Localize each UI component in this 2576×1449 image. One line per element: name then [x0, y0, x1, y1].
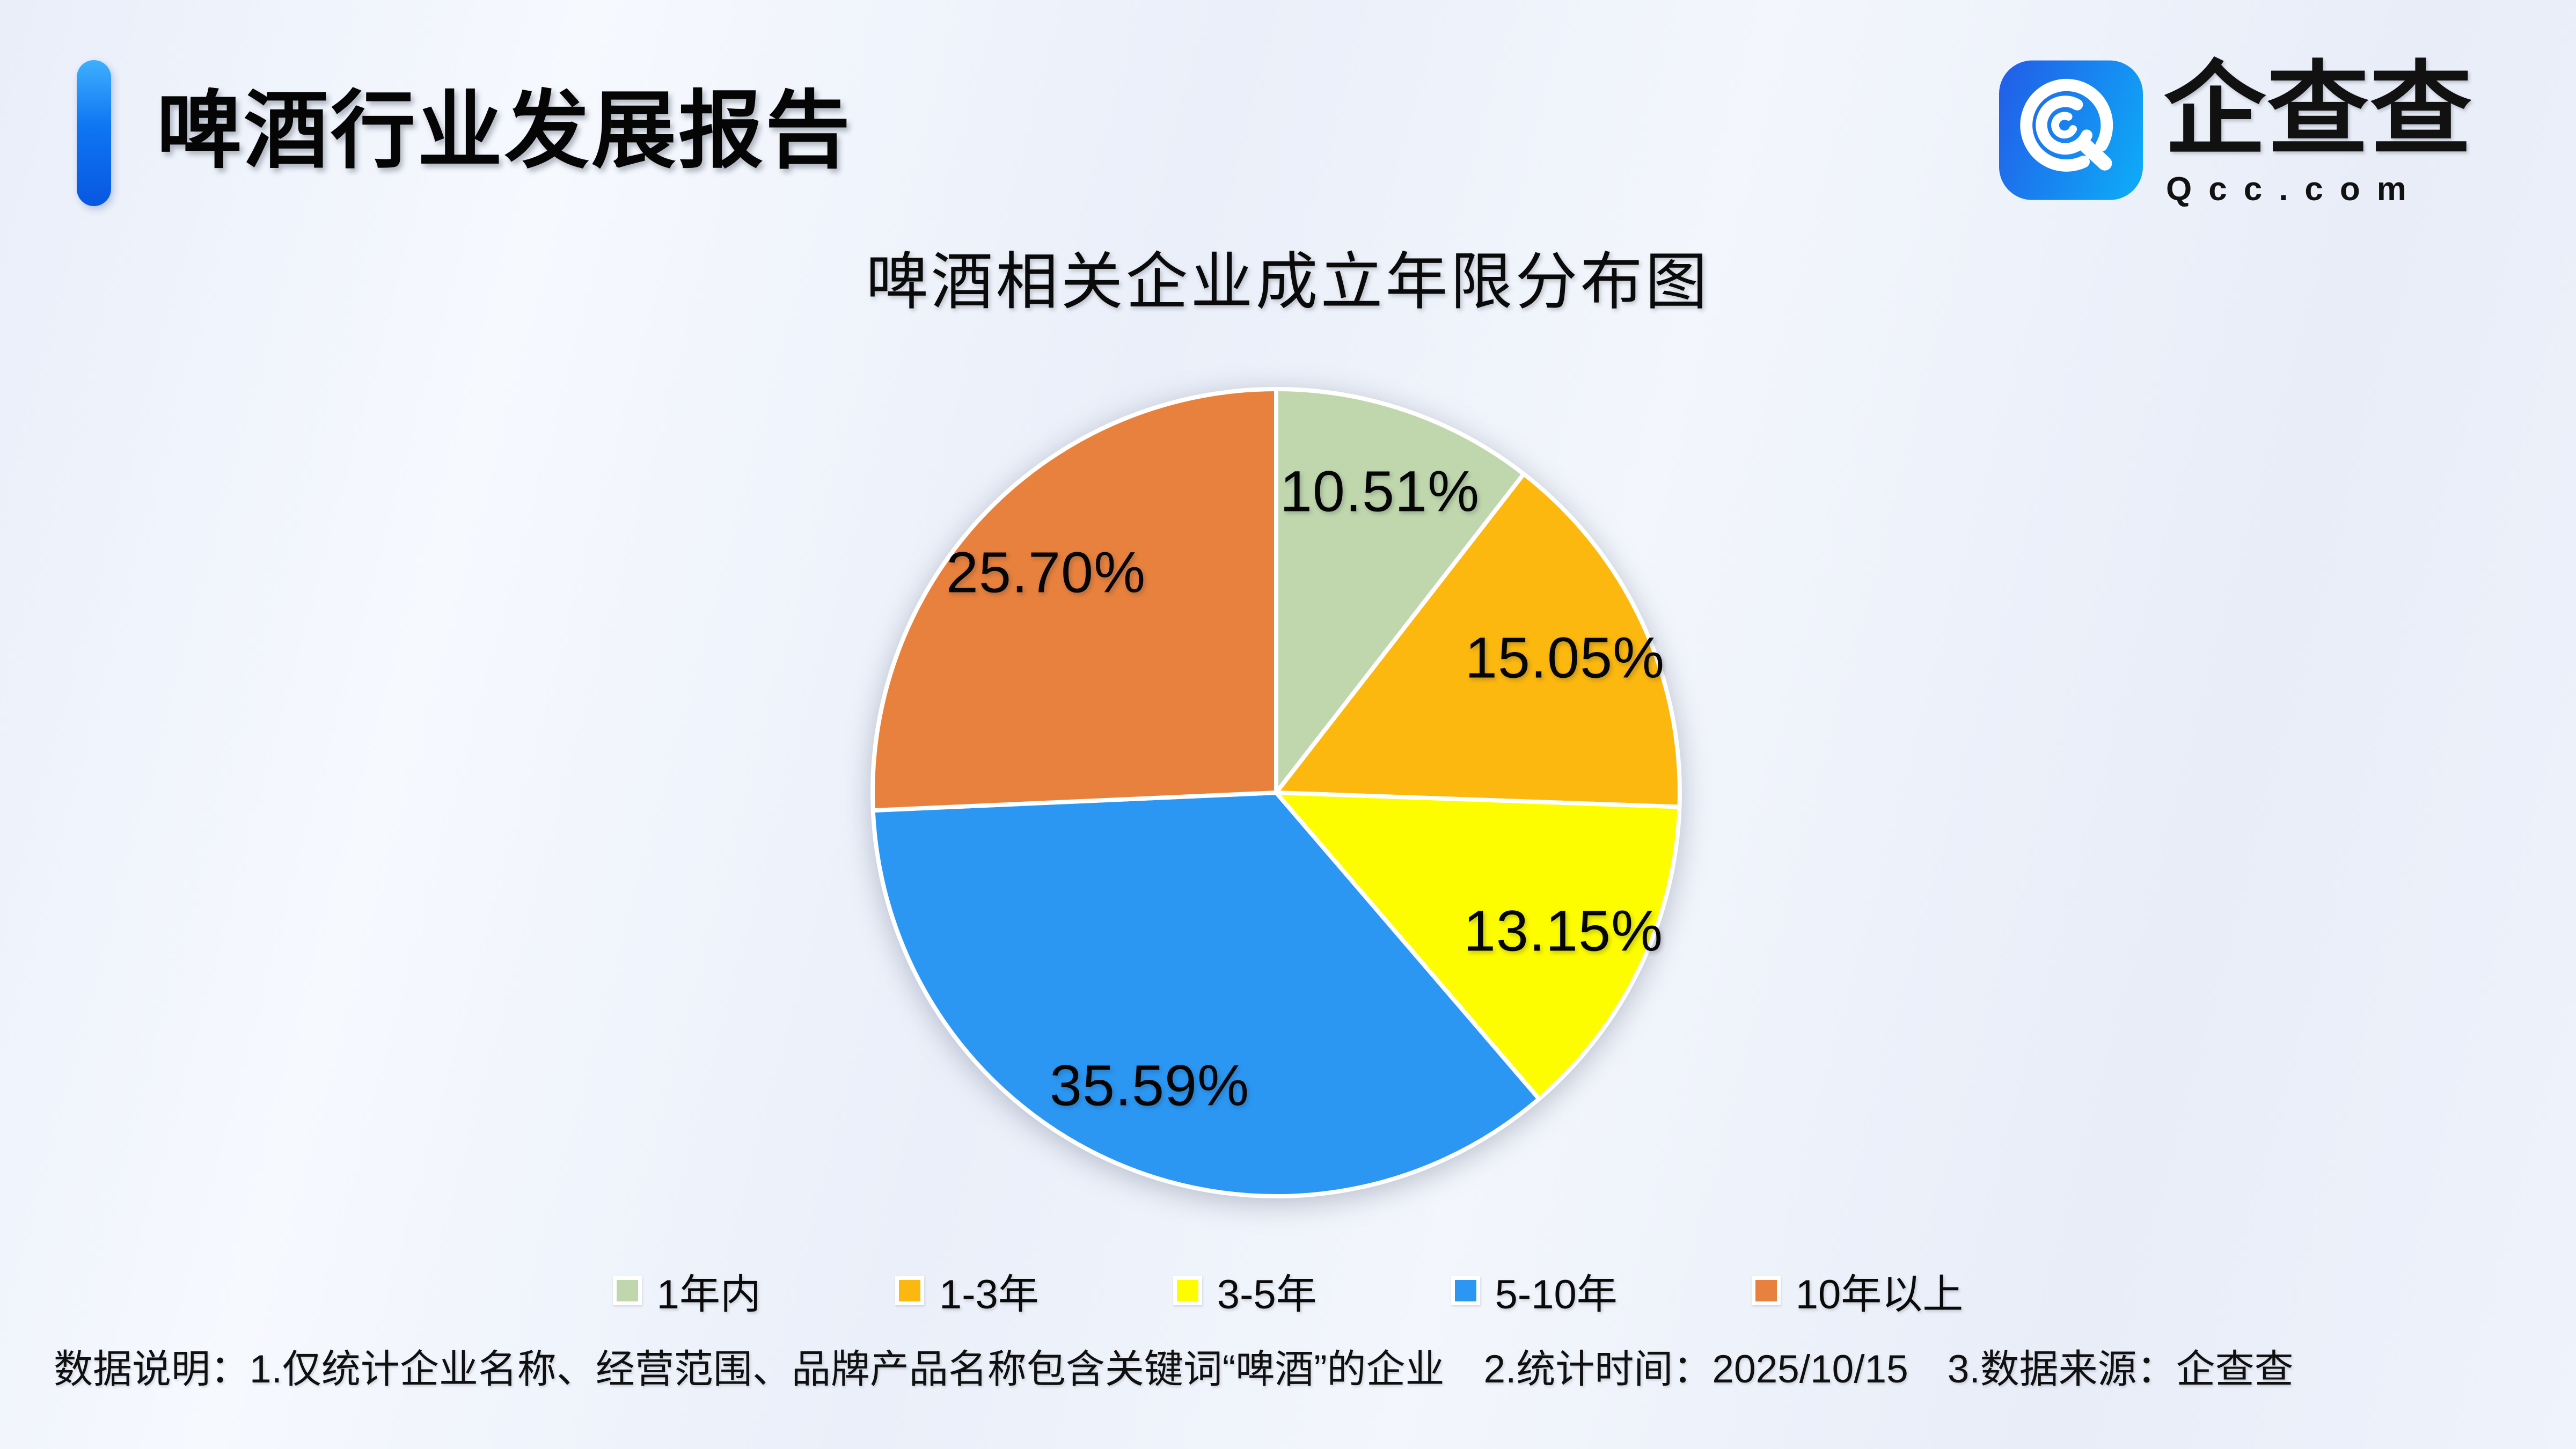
legend-label: 5-10年	[1495, 1272, 1618, 1318]
chart-title: 啤酒相关企业成立年限分布图	[866, 247, 1710, 317]
pie-slice-2[interactable]	[1274, 791, 1682, 1101]
pie-slice-0[interactable]	[1274, 387, 1526, 795]
legend-marker-icon	[1173, 1276, 1202, 1305]
chart-legend: 1年内 1-3年 3-5年 5-10年 10年以上	[0, 1261, 2576, 1320]
report-title: 啤酒行业发展报告	[157, 84, 852, 178]
qcc-logo-text: 企查查 Qcc.com	[2164, 59, 2473, 206]
legend-label: 3-5年	[1217, 1272, 1317, 1318]
legend-marker-icon	[612, 1276, 642, 1305]
legend-marker-icon	[1751, 1276, 1781, 1305]
qcc-logo: 企查查 Qcc.com	[1996, 59, 2473, 206]
qcc-logo-icon	[1999, 60, 2143, 200]
pie-chart	[870, 387, 1682, 1198]
legend-item-2[interactable]: 3-5年	[1173, 1261, 1317, 1320]
pie-slice-3[interactable]	[870, 791, 1541, 1198]
pie-slice-4[interactable]	[870, 387, 1278, 813]
logo-domain: Qcc.com	[2166, 171, 2423, 208]
title-accent-bar	[77, 60, 111, 206]
legend-item-3[interactable]: 5-10年	[1451, 1261, 1618, 1320]
legend-item-4[interactable]: 10年以上	[1751, 1261, 1964, 1320]
legend-marker-icon	[1451, 1276, 1480, 1305]
logo-brand: 企查查	[2164, 53, 2473, 167]
legend-label: 10年以上	[1795, 1272, 1964, 1318]
legend-item-0[interactable]: 1年内	[612, 1261, 761, 1320]
legend-label: 1年内	[656, 1272, 761, 1318]
pie-slice-1[interactable]	[1274, 472, 1682, 809]
legend-item-1[interactable]: 1-3年	[895, 1261, 1039, 1320]
legend-marker-icon	[895, 1276, 924, 1305]
footnote: 数据说明：1.仅统计企业名称、经营范围、品牌产品名称包含关键词“啤酒”的企业 2…	[54, 1348, 2294, 1391]
legend-label: 1-3年	[939, 1272, 1039, 1318]
